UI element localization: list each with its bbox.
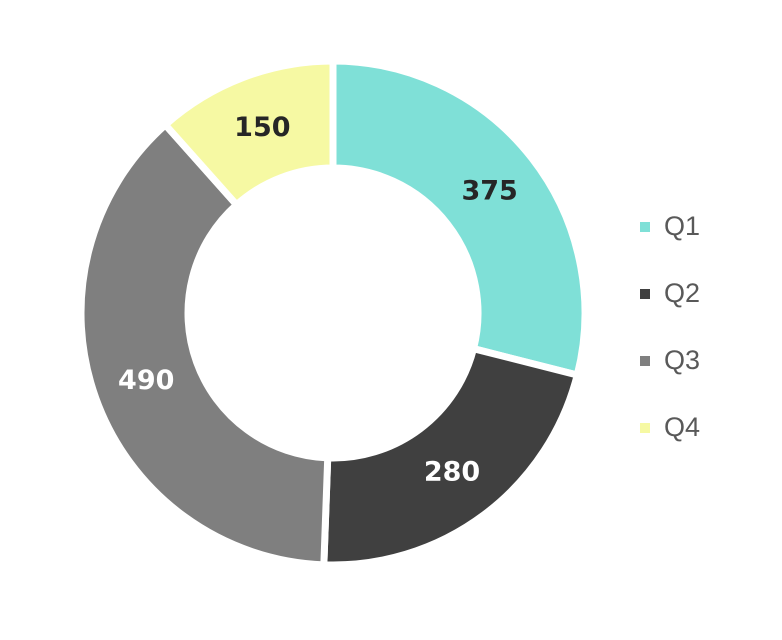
donut-slice-q2 <box>320 344 582 569</box>
donut-slice-q3 <box>77 119 332 569</box>
data-label-q4: 150 <box>234 112 290 143</box>
donut-slice-q4 <box>160 57 337 210</box>
data-label-q1: 375 <box>461 176 517 207</box>
donut-slices <box>77 57 589 569</box>
data-label-q3: 490 <box>118 365 174 396</box>
legend-item-q2: Q2 <box>640 260 700 327</box>
legend-swatch-q1 <box>640 221 650 232</box>
legend-item-q1: Q1 <box>640 193 700 260</box>
donut-data-labels: 375 280 490 150 <box>118 112 518 487</box>
legend-swatch-q2 <box>640 288 650 299</box>
legend-swatch-q3 <box>640 355 650 366</box>
donut-slice-q1 <box>329 57 589 380</box>
legend-label-q1: Q1 <box>664 211 701 241</box>
legend-label-q4: Q4 <box>664 412 701 442</box>
legend-swatch-q4 <box>640 422 650 433</box>
legend-item-q3: Q3 <box>640 327 700 394</box>
chart-legend: Q1 Q2 Q3 Q4 <box>640 193 700 461</box>
data-label-q2: 280 <box>424 456 480 487</box>
legend-label-q2: Q2 <box>664 278 701 308</box>
legend-label-q3: Q3 <box>664 345 701 375</box>
legend-item-q4: Q4 <box>640 394 700 461</box>
